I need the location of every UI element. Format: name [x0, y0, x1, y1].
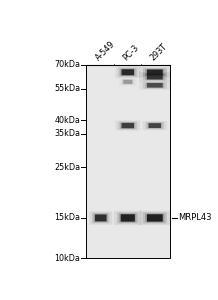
FancyBboxPatch shape	[121, 123, 134, 128]
FancyBboxPatch shape	[143, 212, 167, 224]
Text: PC-3: PC-3	[121, 43, 141, 63]
FancyBboxPatch shape	[114, 211, 142, 225]
FancyBboxPatch shape	[92, 213, 109, 223]
Text: 40kDa: 40kDa	[54, 116, 80, 125]
FancyBboxPatch shape	[120, 122, 135, 129]
Text: 15kDa: 15kDa	[54, 213, 80, 222]
Text: 25kDa: 25kDa	[54, 163, 80, 172]
Bar	[85, 65, 170, 258]
FancyBboxPatch shape	[117, 212, 138, 224]
FancyBboxPatch shape	[148, 123, 161, 128]
FancyBboxPatch shape	[143, 68, 167, 76]
FancyBboxPatch shape	[143, 121, 167, 130]
Text: 35kDa: 35kDa	[54, 129, 80, 138]
FancyBboxPatch shape	[147, 122, 162, 129]
FancyBboxPatch shape	[145, 69, 164, 76]
FancyBboxPatch shape	[147, 83, 163, 88]
FancyBboxPatch shape	[121, 69, 134, 75]
FancyBboxPatch shape	[139, 211, 170, 225]
FancyBboxPatch shape	[143, 73, 167, 81]
Text: MRPL43: MRPL43	[179, 213, 212, 222]
FancyBboxPatch shape	[118, 68, 137, 77]
Text: 55kDa: 55kDa	[54, 84, 80, 93]
FancyBboxPatch shape	[89, 211, 112, 225]
Text: A-549: A-549	[94, 40, 117, 63]
FancyBboxPatch shape	[118, 122, 137, 130]
FancyBboxPatch shape	[95, 214, 107, 221]
FancyBboxPatch shape	[122, 79, 133, 85]
FancyBboxPatch shape	[120, 68, 135, 76]
FancyBboxPatch shape	[116, 121, 140, 131]
FancyBboxPatch shape	[139, 67, 170, 78]
FancyBboxPatch shape	[145, 122, 164, 129]
FancyBboxPatch shape	[94, 214, 108, 222]
FancyBboxPatch shape	[145, 213, 164, 223]
FancyBboxPatch shape	[145, 82, 164, 88]
FancyBboxPatch shape	[123, 80, 132, 84]
FancyBboxPatch shape	[139, 72, 170, 82]
FancyBboxPatch shape	[147, 74, 163, 80]
FancyBboxPatch shape	[147, 214, 163, 222]
FancyBboxPatch shape	[139, 81, 170, 90]
Text: 10kDa: 10kDa	[54, 254, 80, 263]
FancyBboxPatch shape	[145, 74, 164, 80]
FancyBboxPatch shape	[116, 67, 140, 78]
Text: 293T: 293T	[148, 42, 169, 63]
FancyBboxPatch shape	[147, 70, 163, 75]
FancyBboxPatch shape	[119, 213, 136, 223]
FancyBboxPatch shape	[143, 82, 167, 89]
Text: 70kDa: 70kDa	[54, 60, 80, 69]
FancyBboxPatch shape	[121, 214, 135, 222]
